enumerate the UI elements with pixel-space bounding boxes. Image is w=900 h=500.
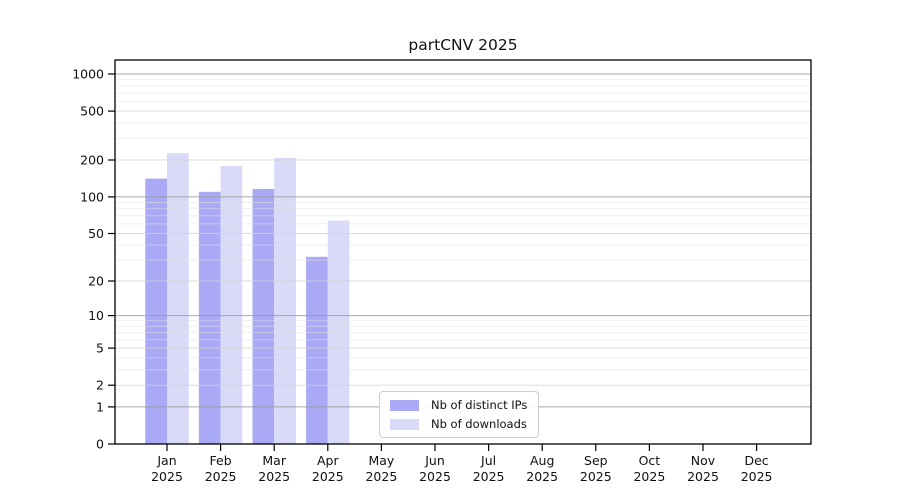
bar-apr-distinct-ips bbox=[306, 256, 328, 444]
x-tick-label-month: Feb bbox=[210, 453, 232, 468]
x-tick-label-year: 2025 bbox=[687, 469, 719, 484]
bar-mar-downloads bbox=[274, 157, 296, 444]
y-tick-label: 200 bbox=[80, 153, 104, 168]
x-tick-label-month: Jan bbox=[156, 453, 176, 468]
x-tick-label-year: 2025 bbox=[151, 469, 183, 484]
axis-frame bbox=[114, 59, 812, 445]
y-tick-label: 2 bbox=[96, 378, 104, 393]
legend-swatch-downloads bbox=[390, 418, 419, 430]
y-tick-label: 20 bbox=[88, 274, 104, 289]
x-tick-label-month: Dec bbox=[744, 453, 768, 468]
y-tick-label: 10 bbox=[88, 308, 104, 323]
x-tick-label-month: Oct bbox=[639, 453, 661, 468]
x-tick-label-year: 2025 bbox=[258, 469, 290, 484]
x-tick-label-year: 2025 bbox=[365, 469, 397, 484]
legend-label-distinct-ips: Nb of distinct IPs bbox=[431, 398, 528, 412]
y-tick-label: 1000 bbox=[72, 67, 104, 82]
y-tick-label: 5 bbox=[96, 341, 104, 356]
x-tick-label-year: 2025 bbox=[473, 469, 505, 484]
bar-jan-distinct-ips bbox=[145, 178, 167, 444]
chart-title: partCNV 2025 bbox=[408, 36, 518, 54]
legend-swatch-distinct-ips bbox=[390, 399, 419, 411]
legend-item-downloads: Nb of downloads bbox=[390, 417, 527, 431]
x-tick-label-year: 2025 bbox=[312, 469, 344, 484]
bar-jan-downloads bbox=[167, 153, 189, 445]
x-tick-label-month: May bbox=[368, 453, 394, 468]
y-tick-label: 50 bbox=[88, 226, 104, 241]
x-tick-label-year: 2025 bbox=[633, 469, 665, 484]
x-tick-label-month: Jul bbox=[480, 453, 496, 468]
y-tick-label: 500 bbox=[80, 104, 104, 119]
x-tick-label-month: Mar bbox=[262, 453, 286, 468]
bar-feb-distinct-ips bbox=[198, 191, 221, 444]
x-tick-label-month: Aug bbox=[530, 453, 554, 468]
bar-mar-distinct-ips bbox=[252, 189, 275, 444]
x-tick-label-year: 2025 bbox=[419, 469, 451, 484]
x-tick-label-year: 2025 bbox=[741, 469, 773, 484]
x-tick-label-month: Apr bbox=[317, 453, 339, 468]
y-tick-label: 0 bbox=[96, 437, 104, 452]
x-tick-label-month: Sep bbox=[584, 453, 608, 468]
bar-feb-downloads bbox=[220, 165, 243, 444]
x-tick-label-year: 2025 bbox=[205, 469, 237, 484]
y-tick-label: 1 bbox=[96, 399, 104, 414]
legend: Nb of distinct IPs Nb of downloads bbox=[379, 391, 540, 438]
y-tick-label: 100 bbox=[80, 189, 104, 204]
x-tick-label-month: Nov bbox=[691, 453, 716, 468]
x-tick-label-year: 2025 bbox=[580, 469, 612, 484]
legend-label-downloads: Nb of downloads bbox=[431, 417, 527, 431]
x-tick-label-year: 2025 bbox=[526, 469, 558, 484]
x-tick-label-month: Jun bbox=[424, 453, 445, 468]
legend-item-distinct-ips: Nb of distinct IPs bbox=[390, 398, 527, 412]
